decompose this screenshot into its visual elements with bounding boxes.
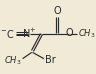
Text: $^{-}$C: $^{-}$C	[0, 28, 15, 40]
Text: O: O	[53, 6, 61, 16]
Text: O: O	[66, 28, 73, 38]
Text: N$^{+}$: N$^{+}$	[22, 27, 36, 40]
Text: Br: Br	[45, 55, 56, 65]
Text: $CH_3$: $CH_3$	[4, 54, 21, 67]
Text: $CH_3$: $CH_3$	[78, 27, 96, 40]
